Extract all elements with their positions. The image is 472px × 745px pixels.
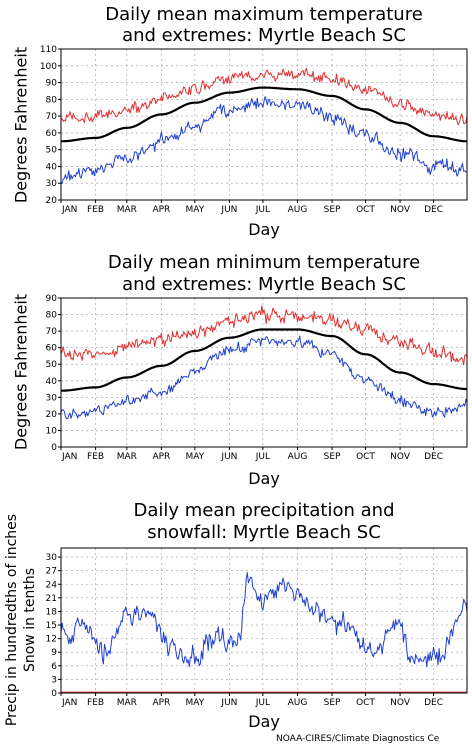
y-tick-label: 12 [46,635,57,645]
x-tick-label: SEP [324,205,341,215]
y-tick-label: 6 [51,662,57,672]
chart-title-line: and extremes: Myrtle Beach SC [122,25,406,46]
y-axis-label: Snow in tenths [22,568,38,672]
y-tick-label: 50 [46,146,58,156]
y-tick-label: 60 [46,344,58,354]
plot-frame [60,48,468,201]
y-tick-label: 18 [46,607,58,617]
x-axis-label: Day [248,220,280,239]
x-axis-label: Day [248,712,280,731]
plot-frame [60,547,468,694]
series-line [60,571,468,668]
y-tick-label: 0 [51,689,57,699]
y-tick-label: 30 [46,393,58,403]
credit-text: NOAA-CIRES/Climate Diagnostics Ce [276,734,440,744]
x-tick-label: MAY [185,452,204,462]
x-tick-label: AUG [288,698,308,708]
x-tick-label: MAY [185,205,204,215]
series-line [60,335,468,420]
x-tick-label: SEP [324,452,341,462]
series-line [60,96,468,185]
x-tick-label: FEB [87,698,104,708]
x-tick-label: DEC [424,205,443,215]
y-tick-label: 24 [46,580,58,590]
y-tick-label: 80 [46,311,58,321]
x-tick-label: JAN [61,698,77,708]
x-tick-label: JUL [255,205,270,215]
y-axis-label: Precip in hundredths of inches [4,514,20,726]
x-tick-label: JAN [61,452,77,462]
x-tick-label: DEC [424,452,443,462]
x-tick-label: MAY [185,698,204,708]
chart-title-line: Daily mean minimum temperature [108,252,420,273]
x-axis-label: Day [248,469,280,488]
y-tick-label: 60 [46,129,58,139]
y-tick-label: 15 [46,621,57,631]
y-tick-label: 100 [40,62,57,72]
x-tick-label: JUN [220,205,237,215]
y-tick-label: 80 [46,95,58,105]
y-tick-label: 9 [51,648,57,658]
y-tick-label: 70 [46,112,58,122]
x-tick-label: JUN [220,452,237,462]
y-tick-label: 90 [46,294,58,304]
x-tick-label: NOV [390,452,411,462]
chart-title-line: Daily mean precipitation and [133,500,394,521]
series-line [60,305,468,366]
plot-frame [60,297,468,448]
x-tick-label: JAN [61,205,77,215]
x-tick-label: MAR [117,452,137,462]
y-tick-label: 30 [46,553,58,563]
x-tick-label: OCT [356,698,375,708]
chart-title-line: snowfall: Myrtle Beach SC [147,522,381,543]
series-line [60,328,468,392]
x-tick-label: APR [152,205,170,215]
y-axis-label: Degrees Fahrenheit [12,294,31,450]
x-tick-label: APR [152,452,170,462]
y-axis-label: Degrees Fahrenheit [12,47,31,203]
x-tick-label: NOV [390,205,411,215]
y-tick-label: 20 [46,410,58,420]
y-tick-label: 50 [46,360,58,370]
x-tick-label: AUG [288,205,308,215]
x-tick-label: FEB [87,205,104,215]
chart-title-line: and extremes: Myrtle Beach SC [122,274,406,295]
x-tick-label: JUN [220,698,237,708]
x-tick-label: DEC [424,698,443,708]
x-tick-label: FEB [87,452,104,462]
x-tick-label: MAR [117,698,137,708]
chart-title-line: Daily mean maximum temperature [105,4,423,25]
x-tick-label: AUG [288,452,308,462]
y-tick-label: 27 [46,567,57,577]
x-tick-label: MAR [117,205,137,215]
y-tick-label: 21 [46,594,57,604]
x-tick-label: OCT [356,452,375,462]
y-tick-label: 30 [46,179,58,189]
y-tick-label: 90 [46,79,58,89]
series-line [60,67,468,126]
x-tick-label: JUL [255,698,270,708]
series-line [60,86,467,143]
y-tick-label: 20 [46,196,58,206]
y-tick-label: 110 [40,45,57,55]
y-tick-label: 40 [46,377,58,387]
x-tick-label: JUL [255,452,270,462]
x-tick-label: SEP [324,698,341,708]
y-tick-label: 10 [46,426,58,436]
x-tick-label: OCT [356,205,375,215]
y-tick-label: 0 [51,443,57,453]
y-tick-label: 40 [46,162,58,172]
y-tick-label: 3 [51,675,57,685]
x-tick-label: APR [152,698,170,708]
x-tick-label: NOV [390,698,411,708]
y-tick-label: 70 [46,327,58,337]
